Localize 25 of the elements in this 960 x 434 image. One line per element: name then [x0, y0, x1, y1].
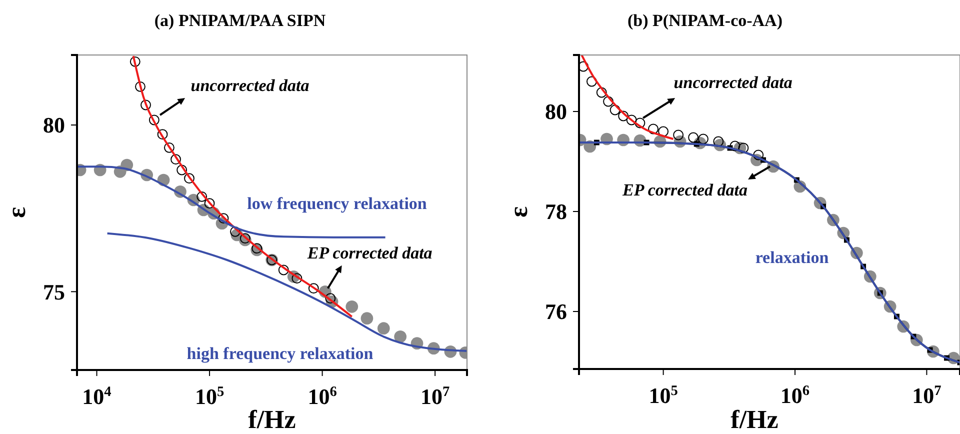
y-tick-label: 76 [545, 299, 567, 324]
x-tick-label: 10$^{7}$ [420, 384, 450, 409]
series-label: low frequency relaxation [247, 194, 428, 213]
y-axis-title: ε [504, 206, 533, 218]
annotation: uncorrected data [190, 76, 310, 95]
x-axis-title: f/Hz [248, 405, 296, 434]
y-tick-label: 75 [43, 279, 65, 304]
y-axis-title: ε [2, 206, 31, 218]
x-tick-label: 10$^{7}$ [912, 383, 942, 408]
series-label: high frequency relaxation [186, 344, 374, 363]
chart-title: (b) P(NIPAM-co-AA) [628, 11, 782, 30]
y-tick-label: 80 [43, 112, 65, 138]
series-label: relaxation [755, 248, 830, 267]
x-tick-label: 10$^{4}$ [82, 384, 112, 409]
annotation: EP corrected data [622, 180, 748, 200]
x-tick-label: 10$^{6}$ [780, 383, 810, 408]
x-axis-title: f/Hz [730, 405, 778, 434]
x-tick-label: 10$^{6}$ [308, 384, 337, 409]
x-tick-label: 10$^{5}$ [648, 383, 678, 408]
x-tick-label: 10$^{5}$ [194, 384, 224, 409]
annotation: uncorrected data [674, 72, 793, 92]
annotation: EP corrected data [306, 243, 433, 262]
y-tick-label: 80 [545, 99, 567, 124]
chart-title: (a) PNIPAM/PAA SIPN [154, 11, 326, 30]
y-tick-label: 78 [545, 199, 567, 224]
